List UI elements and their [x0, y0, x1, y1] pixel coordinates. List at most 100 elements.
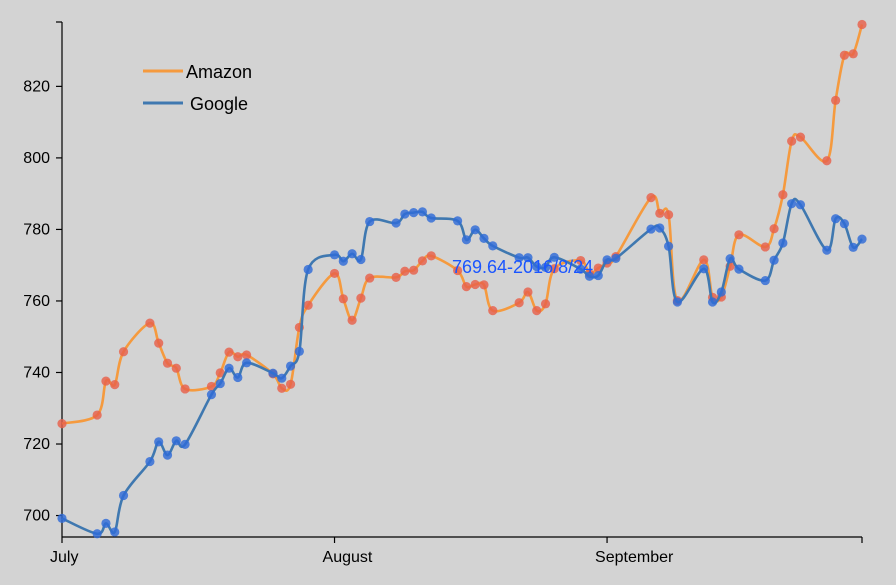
data-point-amazon[interactable]: [532, 306, 542, 316]
data-point-amazon[interactable]: [646, 193, 656, 203]
data-point-google[interactable]: [848, 242, 858, 252]
data-point-google[interactable]: [391, 218, 401, 228]
data-point-amazon[interactable]: [365, 273, 375, 283]
data-point-google[interactable]: [479, 233, 489, 243]
data-point-amazon[interactable]: [453, 265, 463, 276]
data-point-amazon[interactable]: [329, 268, 340, 279]
data-point-google[interactable]: [285, 361, 296, 371]
data-point-google[interactable]: [663, 241, 674, 251]
data-point-google[interactable]: [769, 255, 779, 265]
data-point-amazon[interactable]: [822, 156, 832, 166]
data-point-google[interactable]: [593, 270, 603, 281]
data-point-amazon[interactable]: [839, 50, 850, 60]
data-point-amazon[interactable]: [101, 376, 111, 386]
data-point-amazon[interactable]: [338, 294, 348, 304]
data-point-google[interactable]: [655, 223, 665, 233]
data-point-google[interactable]: [453, 216, 463, 226]
data-point-amazon[interactable]: [655, 208, 665, 218]
data-point-google[interactable]: [101, 518, 111, 529]
data-point-google[interactable]: [716, 287, 726, 297]
data-point-amazon[interactable]: [848, 49, 858, 59]
data-point-amazon[interactable]: [391, 272, 401, 282]
data-point-google[interactable]: [110, 527, 120, 537]
data-point-google[interactable]: [57, 513, 67, 524]
data-point-amazon[interactable]: [242, 350, 252, 360]
data-point-google[interactable]: [294, 346, 304, 356]
data-point-google[interactable]: [576, 264, 586, 274]
data-point-google[interactable]: [118, 490, 129, 501]
data-point-amazon[interactable]: [400, 266, 410, 276]
data-point-google[interactable]: [303, 264, 313, 275]
data-point-google[interactable]: [268, 368, 278, 378]
data-point-amazon[interactable]: [303, 300, 313, 310]
data-point-amazon[interactable]: [523, 287, 533, 297]
data-point-amazon[interactable]: [426, 251, 436, 261]
data-point-google[interactable]: [145, 456, 155, 467]
data-point-amazon[interactable]: [479, 280, 489, 290]
data-point-amazon[interactable]: [118, 347, 129, 357]
data-point-amazon[interactable]: [787, 136, 797, 146]
data-point-google[interactable]: [347, 249, 357, 259]
data-point-google[interactable]: [514, 253, 524, 263]
data-point-google[interactable]: [277, 373, 287, 383]
data-point-amazon[interactable]: [409, 265, 419, 275]
data-point-google[interactable]: [734, 264, 744, 274]
data-point-amazon[interactable]: [285, 379, 296, 389]
data-point-google[interactable]: [215, 378, 225, 389]
data-point-amazon[interactable]: [356, 293, 366, 303]
data-point-amazon[interactable]: [760, 242, 770, 252]
data-point-google[interactable]: [549, 252, 559, 262]
data-point-amazon[interactable]: [576, 255, 586, 266]
data-point-google[interactable]: [532, 262, 542, 272]
data-point-amazon[interactable]: [171, 363, 181, 373]
data-point-amazon[interactable]: [734, 230, 744, 240]
data-point-google[interactable]: [725, 254, 735, 264]
data-point-amazon[interactable]: [549, 264, 559, 274]
data-point-google[interactable]: [338, 256, 348, 266]
data-point-amazon[interactable]: [180, 384, 190, 394]
data-point-google[interactable]: [417, 207, 428, 217]
data-point-google[interactable]: [400, 209, 410, 219]
data-point-amazon[interactable]: [663, 210, 674, 220]
data-point-amazon[interactable]: [154, 338, 164, 348]
data-point-amazon[interactable]: [540, 299, 551, 309]
data-point-google[interactable]: [822, 245, 832, 255]
data-point-google[interactable]: [365, 216, 375, 227]
data-point-amazon[interactable]: [470, 279, 480, 290]
data-point-google[interactable]: [857, 234, 867, 244]
data-point-google[interactable]: [795, 200, 806, 210]
data-point-google[interactable]: [470, 225, 480, 235]
data-point-amazon[interactable]: [277, 383, 287, 393]
data-point-google[interactable]: [224, 363, 234, 373]
data-point-google[interactable]: [92, 529, 102, 539]
data-point-google[interactable]: [699, 264, 709, 274]
data-point-amazon[interactable]: [347, 315, 357, 325]
data-point-amazon[interactable]: [233, 352, 243, 362]
data-point-google[interactable]: [672, 297, 682, 307]
data-point-google[interactable]: [162, 450, 173, 460]
data-point-google[interactable]: [488, 241, 498, 251]
data-point-amazon[interactable]: [831, 95, 841, 105]
data-point-amazon[interactable]: [92, 410, 102, 420]
data-point-google[interactable]: [611, 253, 621, 263]
data-point-amazon[interactable]: [795, 132, 806, 142]
data-point-google[interactable]: [839, 219, 850, 229]
data-point-google[interactable]: [778, 238, 788, 248]
data-point-google[interactable]: [787, 199, 797, 209]
data-point-amazon[interactable]: [417, 256, 428, 266]
data-point-amazon[interactable]: [461, 282, 471, 292]
data-point-google[interactable]: [329, 250, 340, 260]
data-point-amazon[interactable]: [857, 19, 867, 30]
data-point-google[interactable]: [206, 390, 217, 400]
data-point-amazon[interactable]: [145, 318, 155, 328]
data-point-google[interactable]: [180, 439, 190, 449]
data-point-google[interactable]: [646, 224, 656, 234]
data-point-google[interactable]: [356, 254, 366, 265]
data-point-amazon[interactable]: [57, 419, 67, 429]
data-point-google[interactable]: [760, 275, 770, 286]
data-point-amazon[interactable]: [110, 380, 120, 390]
data-point-google[interactable]: [233, 372, 243, 383]
data-point-google[interactable]: [602, 255, 612, 265]
data-point-amazon[interactable]: [514, 298, 524, 308]
data-point-amazon[interactable]: [224, 347, 234, 357]
